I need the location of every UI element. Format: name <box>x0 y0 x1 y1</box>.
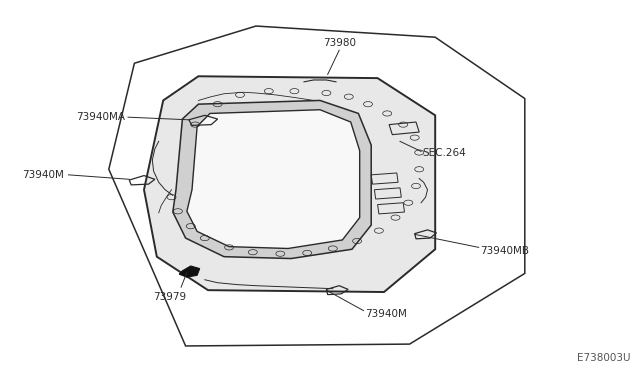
Text: E738003U: E738003U <box>577 353 630 363</box>
Polygon shape <box>187 110 360 248</box>
Polygon shape <box>179 266 200 277</box>
Text: 73979: 73979 <box>153 292 186 302</box>
Text: SEC.264: SEC.264 <box>422 148 466 157</box>
Polygon shape <box>173 100 371 259</box>
Text: 73940MA: 73940MA <box>76 112 125 122</box>
Polygon shape <box>144 76 435 292</box>
Text: 73940M: 73940M <box>365 310 406 319</box>
Text: 73980: 73980 <box>323 38 356 48</box>
Text: 73940MB: 73940MB <box>480 246 529 256</box>
Text: 73940M: 73940M <box>22 170 64 180</box>
